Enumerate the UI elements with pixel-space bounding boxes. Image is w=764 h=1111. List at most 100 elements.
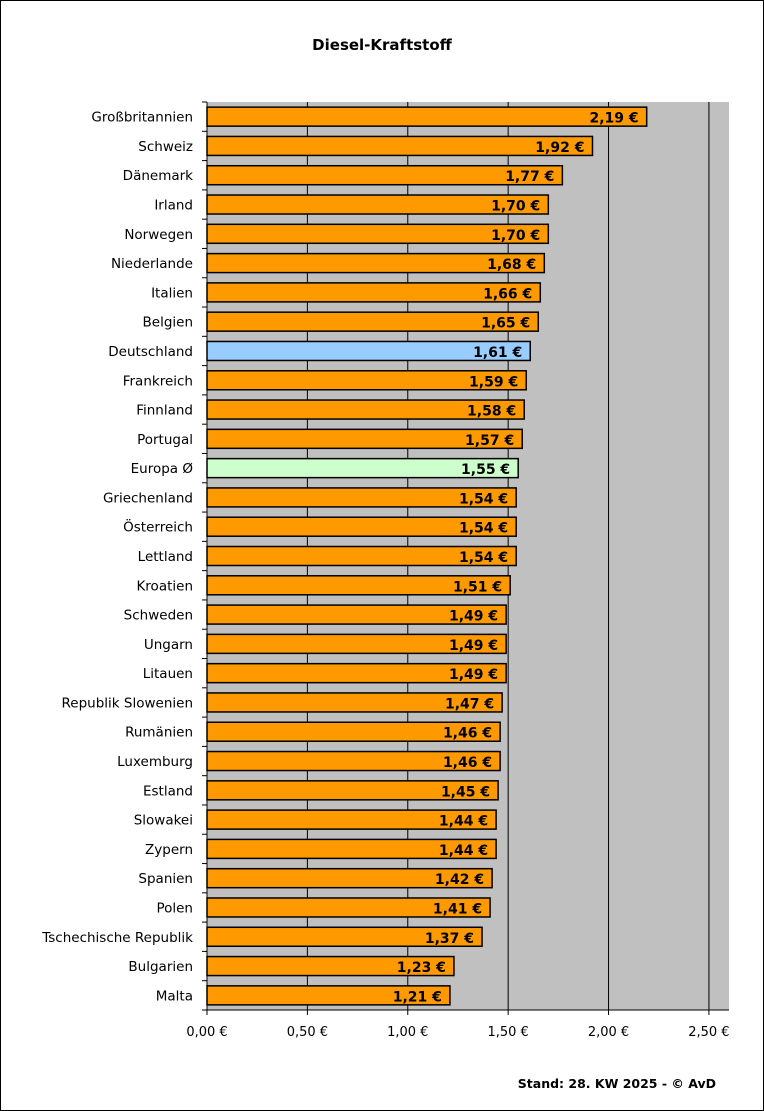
- bar: [206, 457, 519, 479]
- category-label: Malta: [156, 988, 193, 1004]
- bar: [206, 838, 497, 860]
- bar: [206, 985, 451, 1006]
- category-label: Ungarn: [144, 637, 193, 653]
- category-label: Großbritannien: [91, 110, 193, 126]
- bar: [206, 545, 517, 567]
- category-label: Rumänien: [125, 725, 193, 741]
- data-label: 1,92 €: [535, 140, 584, 156]
- bar: [206, 282, 542, 303]
- data-label: 1,51 €: [453, 579, 502, 595]
- category-label: Slowakei: [134, 813, 193, 829]
- bar: [206, 721, 501, 742]
- bar: [206, 223, 550, 245]
- bar: [206, 809, 497, 830]
- data-label: 1,68 €: [487, 257, 536, 273]
- category-label: Finnland: [136, 403, 193, 419]
- bar: [206, 516, 517, 537]
- bar: [206, 780, 499, 801]
- x-tick-label: 0,50 €: [287, 1025, 328, 1040]
- category-label: Polen: [156, 900, 193, 916]
- category-label: Griechenland: [103, 490, 193, 506]
- category-label: Zypern: [145, 842, 193, 858]
- category-label: Lettland: [138, 549, 193, 565]
- bar: [206, 399, 525, 420]
- data-label: 1,44 €: [439, 843, 488, 859]
- category-label: Dänemark: [123, 168, 194, 184]
- category-label: Bulgarien: [128, 959, 193, 975]
- data-label: 1,46 €: [443, 755, 492, 771]
- x-tick-label: 2,50 €: [688, 1025, 729, 1040]
- footer-note: Stand: 28. KW 2025 - © AvD: [517, 1076, 716, 1091]
- category-label: Kroatien: [136, 578, 193, 594]
- category-label: Europa Ø: [131, 461, 193, 477]
- data-label: 1,37 €: [425, 931, 474, 947]
- data-label: 1,61 €: [473, 345, 522, 361]
- category-label: Luxemburg: [117, 754, 193, 770]
- category-label: Tschechische Republik: [41, 930, 193, 946]
- bar: [206, 897, 491, 918]
- bar: [206, 692, 503, 713]
- bar: [206, 252, 546, 274]
- category-label: Spanien: [138, 871, 193, 887]
- data-label: 1,66 €: [483, 286, 532, 302]
- bar: [206, 633, 507, 655]
- data-label: 1,23 €: [397, 960, 446, 976]
- category-label: Norwegen: [124, 227, 193, 243]
- category-label: Österreich: [123, 518, 193, 536]
- data-label: 1,55 €: [461, 462, 510, 478]
- bar: [206, 370, 527, 391]
- data-label: 1,49 €: [449, 638, 498, 654]
- data-label: 1,54 €: [459, 491, 508, 507]
- bar: [206, 135, 594, 157]
- data-label: 1,54 €: [459, 521, 508, 537]
- bar: [206, 106, 648, 127]
- x-tick-label: 1,00 €: [387, 1025, 428, 1040]
- data-label: 1,49 €: [449, 609, 498, 625]
- bar: [206, 194, 550, 215]
- data-label: 1,59 €: [469, 374, 518, 390]
- data-label: 1,41 €: [433, 901, 482, 917]
- bar: [206, 955, 455, 977]
- bar: [206, 575, 511, 596]
- category-label: Schweden: [124, 608, 193, 624]
- bar: [206, 428, 523, 450]
- data-label: 1,46 €: [443, 726, 492, 742]
- bar: [206, 340, 531, 362]
- category-label: Portugal: [137, 432, 193, 448]
- bar: [206, 164, 564, 186]
- category-label: Schweiz: [138, 139, 193, 155]
- data-label: 1,58 €: [467, 404, 516, 420]
- bar: [206, 487, 517, 508]
- chart-title: Diesel-Kraftstoff: [312, 36, 452, 54]
- category-label: Estland: [143, 783, 193, 799]
- data-label: 1,70 €: [491, 199, 540, 215]
- x-tick-label: 0,00 €: [186, 1025, 227, 1040]
- data-label: 1,57 €: [465, 433, 514, 449]
- bar: [206, 750, 501, 772]
- data-label: 1,44 €: [439, 814, 488, 830]
- bar: [206, 662, 507, 684]
- x-tick-label: 2,00 €: [588, 1025, 629, 1040]
- bar: [206, 867, 493, 889]
- data-label: 1,70 €: [491, 228, 540, 244]
- x-tick-label: 1,50 €: [487, 1025, 528, 1040]
- category-label: Republik Slowenien: [62, 695, 193, 711]
- data-label: 2,19 €: [590, 111, 639, 127]
- category-label: Italien: [151, 285, 193, 301]
- bar: [206, 926, 483, 948]
- category-label: Litauen: [143, 666, 193, 682]
- bar: [206, 311, 540, 332]
- category-label: Deutschland: [108, 344, 193, 360]
- data-label: 1,65 €: [481, 316, 530, 332]
- category-label: Belgien: [143, 315, 194, 331]
- data-label: 1,21 €: [393, 989, 442, 1005]
- data-label: 1,49 €: [449, 667, 498, 683]
- bar: [206, 604, 507, 625]
- data-label: 1,45 €: [441, 784, 490, 800]
- category-label: Frankreich: [123, 373, 193, 389]
- data-label: 1,47 €: [445, 696, 494, 712]
- data-label: 1,42 €: [435, 872, 484, 888]
- data-label: 1,54 €: [459, 550, 508, 566]
- category-label: Niederlande: [111, 256, 193, 272]
